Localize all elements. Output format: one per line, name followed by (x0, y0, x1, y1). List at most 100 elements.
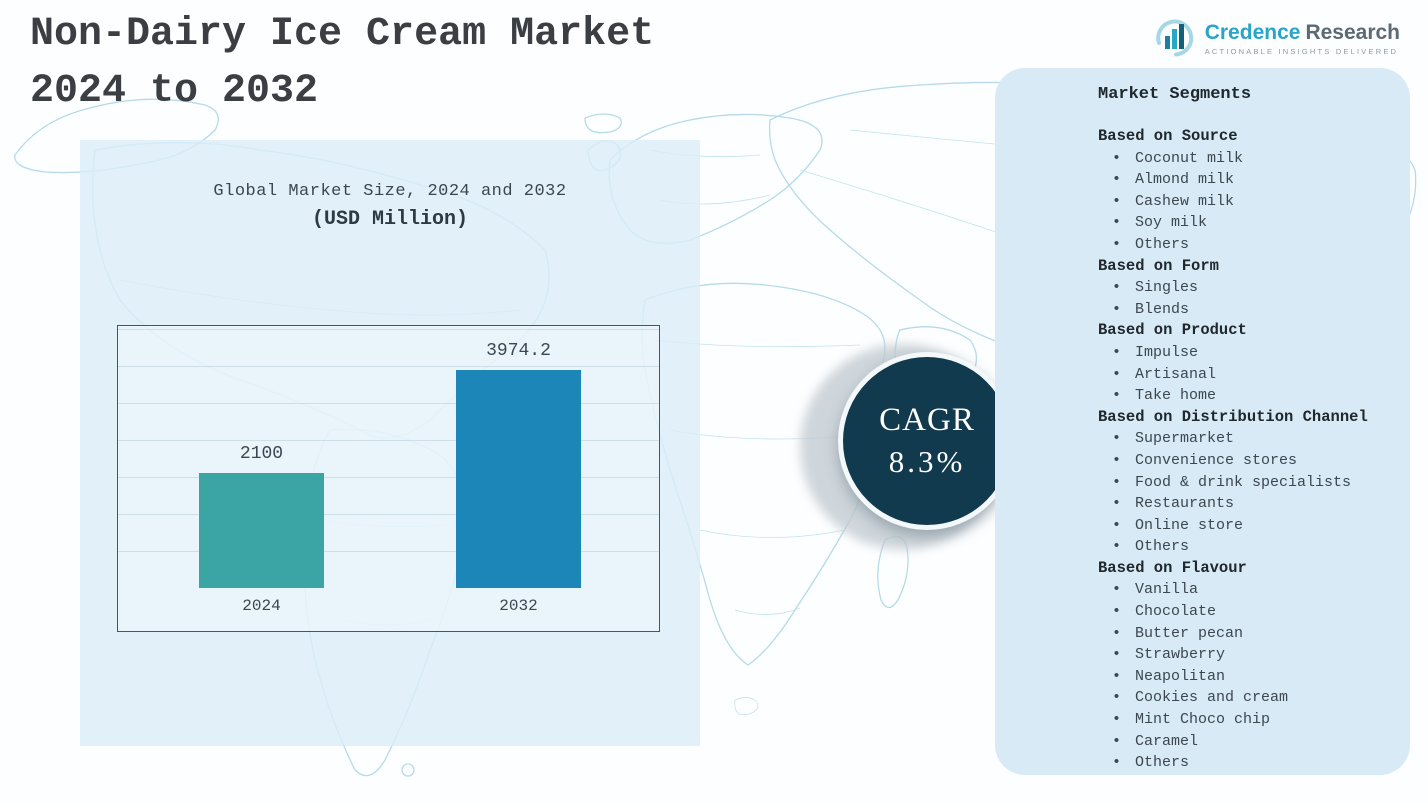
segment-item: • Butter pecan (1112, 623, 1410, 645)
x-axis-label: 2032 (499, 597, 538, 615)
segment-item-label: Food & drink specialists (1135, 473, 1352, 491)
bar-chart: 2100 3974.2 2024 2032 (117, 325, 660, 632)
segments-list: Based on Source • Coconut milk • Almond milk… (995, 126, 1410, 774)
segment-item-label: Coconut milk (1135, 149, 1244, 167)
segment-item-label: Cashew milk (1135, 192, 1235, 210)
segment-item: • Caramel (1112, 731, 1410, 753)
cagr-label: CAGR (879, 402, 975, 438)
segment-item: • Mint Choco chip (1112, 709, 1410, 731)
bar-2024: 2100 (199, 444, 324, 588)
chart-subtitle: (USD Million) (311, 208, 469, 231)
segment-item-label: Neapolitan (1135, 667, 1226, 685)
segment-item: • Chocolate (1112, 601, 1410, 623)
segment-item-label: Almond milk (1135, 171, 1235, 189)
segment-item-label: Others (1135, 538, 1190, 556)
bullet-icon: • (1112, 214, 1122, 232)
segment-group-title: Based on Source (1098, 127, 1238, 145)
segment-item: • Restaurants (1112, 493, 1410, 515)
bullet-icon: • (1112, 192, 1122, 210)
segment-item: • Almond milk (1112, 169, 1410, 191)
cagr-value: 8.3% (888, 444, 966, 479)
bullet-icon: • (1112, 430, 1122, 448)
bullet-icon: • (1112, 646, 1122, 664)
bar-value-label: 2100 (239, 444, 284, 464)
chart-title: Global Market Size, 2024 and 2032 (213, 182, 567, 201)
segment-item: • Cashew milk (1112, 191, 1410, 213)
bullet-icon: • (1112, 451, 1122, 469)
segment-item-label: Butter pecan (1135, 624, 1244, 642)
segment-item-label: Others (1135, 235, 1190, 253)
segment-item: • Artisanal (1112, 364, 1410, 386)
page-title-line2: 2024 to 2032 (30, 69, 319, 114)
bullet-icon: • (1112, 689, 1122, 707)
segment-item-label: Take home (1135, 387, 1217, 405)
brand-logo-icon (1156, 19, 1193, 57)
segment-item: • Neapolitan (1112, 666, 1410, 688)
bar-chart-plot-area: 2100 3974.2 (118, 326, 659, 588)
page-title-line1: Non-Dairy Ice Cream Market (30, 12, 655, 57)
segment-item: • Vanilla (1112, 579, 1410, 601)
bullet-icon: • (1112, 343, 1122, 361)
segment-item: • Soy milk (1112, 212, 1410, 234)
brand-tagline: Actionable Insights Delivered (1204, 46, 1399, 56)
segment-item: • Coconut milk (1112, 148, 1410, 170)
segment-item: • Blends (1112, 299, 1410, 321)
brand-name-primary: Credence (1204, 20, 1301, 44)
segment-item: • Food & drink specialists (1112, 472, 1410, 494)
segment-item-label: Artisanal (1135, 365, 1217, 383)
segment-item-label: Chocolate (1135, 603, 1217, 621)
segments-heading: Market Segments (1098, 85, 1252, 104)
segment-item: • Others (1112, 752, 1410, 774)
page-title: Non-Dairy Ice Cream Market 2024 to 2032 (30, 6, 654, 120)
bullet-icon: • (1112, 516, 1122, 534)
segment-group-title: Based on Product (1098, 321, 1247, 340)
bullet-icon: • (1112, 235, 1122, 253)
segment-item-label: Cookies and cream (1135, 689, 1289, 707)
segment-item-label: Others (1135, 754, 1190, 772)
segment-item: • Take home (1112, 385, 1410, 407)
segment-item: • Others (1112, 536, 1410, 558)
segment-item-label: Vanilla (1135, 581, 1199, 599)
segment-item-label: Caramel (1135, 732, 1199, 750)
segment-item-label: Strawberry (1135, 646, 1226, 664)
bullet-icon: • (1112, 581, 1122, 599)
segment-group-title: Based on Distribution Channel (1098, 407, 1368, 426)
segment-item-label: Impulse (1135, 343, 1199, 361)
segment-item: • Cookies and cream (1112, 687, 1410, 709)
segment-item: • Online store (1112, 515, 1410, 537)
brand-logo-text: Credence Research Actionable Insights Del… (1205, 21, 1400, 56)
segment-group-title: Based on Flavour (1098, 558, 1247, 577)
bullet-icon: • (1112, 754, 1122, 772)
bullet-icon: • (1112, 624, 1122, 642)
segment-item: • Convenience stores (1112, 450, 1410, 472)
segment-item-label: Convenience stores (1135, 451, 1298, 469)
segment-item: • Strawberry (1112, 644, 1410, 666)
segment-item: • Singles (1112, 277, 1410, 299)
segment-item-label: Mint Choco chip (1135, 711, 1271, 729)
bullet-icon: • (1112, 495, 1122, 513)
market-segments-panel: Market Segments Based on Source • Coconut … (995, 68, 1410, 775)
bar-value-label: 3974.2 (486, 341, 551, 361)
chart-panel: Global Market Size, 2024 and 2032 (USD M… (80, 140, 700, 746)
bullet-icon: • (1112, 667, 1122, 685)
bar-2032: 3974.2 (456, 341, 581, 588)
segment-item: • Impulse (1112, 342, 1410, 364)
bullet-icon: • (1112, 387, 1122, 405)
segment-item-label: Online store (1135, 516, 1244, 534)
bullet-icon: • (1112, 149, 1122, 167)
x-axis-label: 2024 (242, 597, 281, 615)
bullet-icon: • (1112, 171, 1122, 189)
segment-item-label: Singles (1135, 279, 1199, 297)
bullet-icon: • (1112, 365, 1122, 383)
segment-item: • Others (1112, 234, 1410, 256)
segment-group-title: Based on Form (1098, 256, 1219, 275)
segment-item-label: Restaurants (1135, 495, 1235, 513)
cagr-circle: CAGR 8.3% (838, 352, 1016, 530)
segment-item-label: Blends (1135, 300, 1190, 318)
segment-item-label: Soy milk (1135, 214, 1208, 232)
bullet-icon: • (1112, 711, 1122, 729)
bullet-icon: • (1112, 300, 1122, 318)
bullet-icon: • (1112, 538, 1122, 556)
bar-chart-x-axis: 2024 2032 (118, 588, 659, 631)
